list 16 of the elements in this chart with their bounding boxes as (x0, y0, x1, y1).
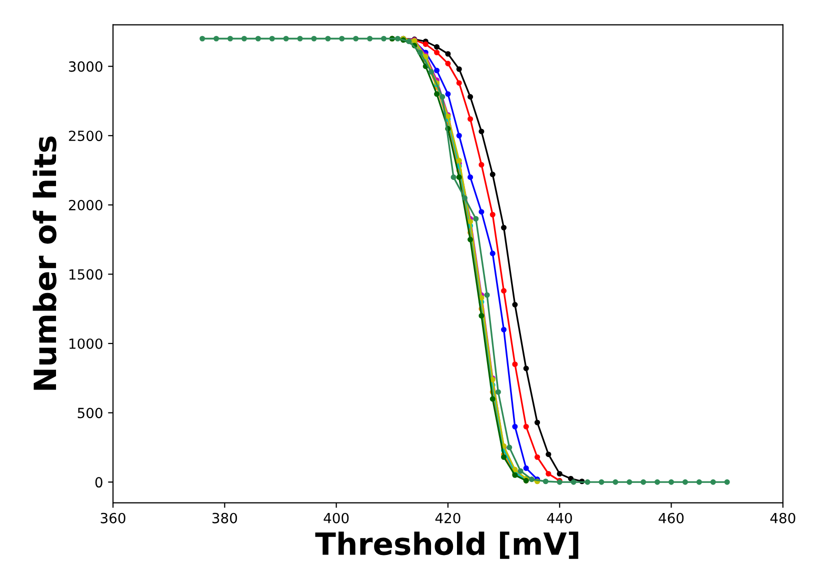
x-tick-label: 460 (658, 512, 684, 524)
x-tick-label: 400 (324, 512, 349, 524)
x-axis-title: Threshold [mV] (315, 532, 578, 559)
y-tick-label: 1000 (69, 338, 102, 349)
x-tick-label: 360 (100, 512, 126, 524)
x-tick-label: 480 (770, 512, 796, 524)
x-tick-label: 420 (435, 512, 460, 524)
x-tick-label: 440 (547, 512, 572, 524)
y-tick-label: 1500 (69, 269, 102, 280)
y-tick-label: 500 (78, 408, 102, 418)
y-tick-label: 3000 (68, 61, 102, 72)
x-tick-label: 380 (212, 512, 237, 524)
y-tick-label: 2500 (68, 130, 102, 142)
y-tick-label: 2000 (68, 200, 102, 210)
y-tick-label: 0 (95, 477, 102, 488)
y-axis-title: Number of hits (32, 136, 56, 390)
